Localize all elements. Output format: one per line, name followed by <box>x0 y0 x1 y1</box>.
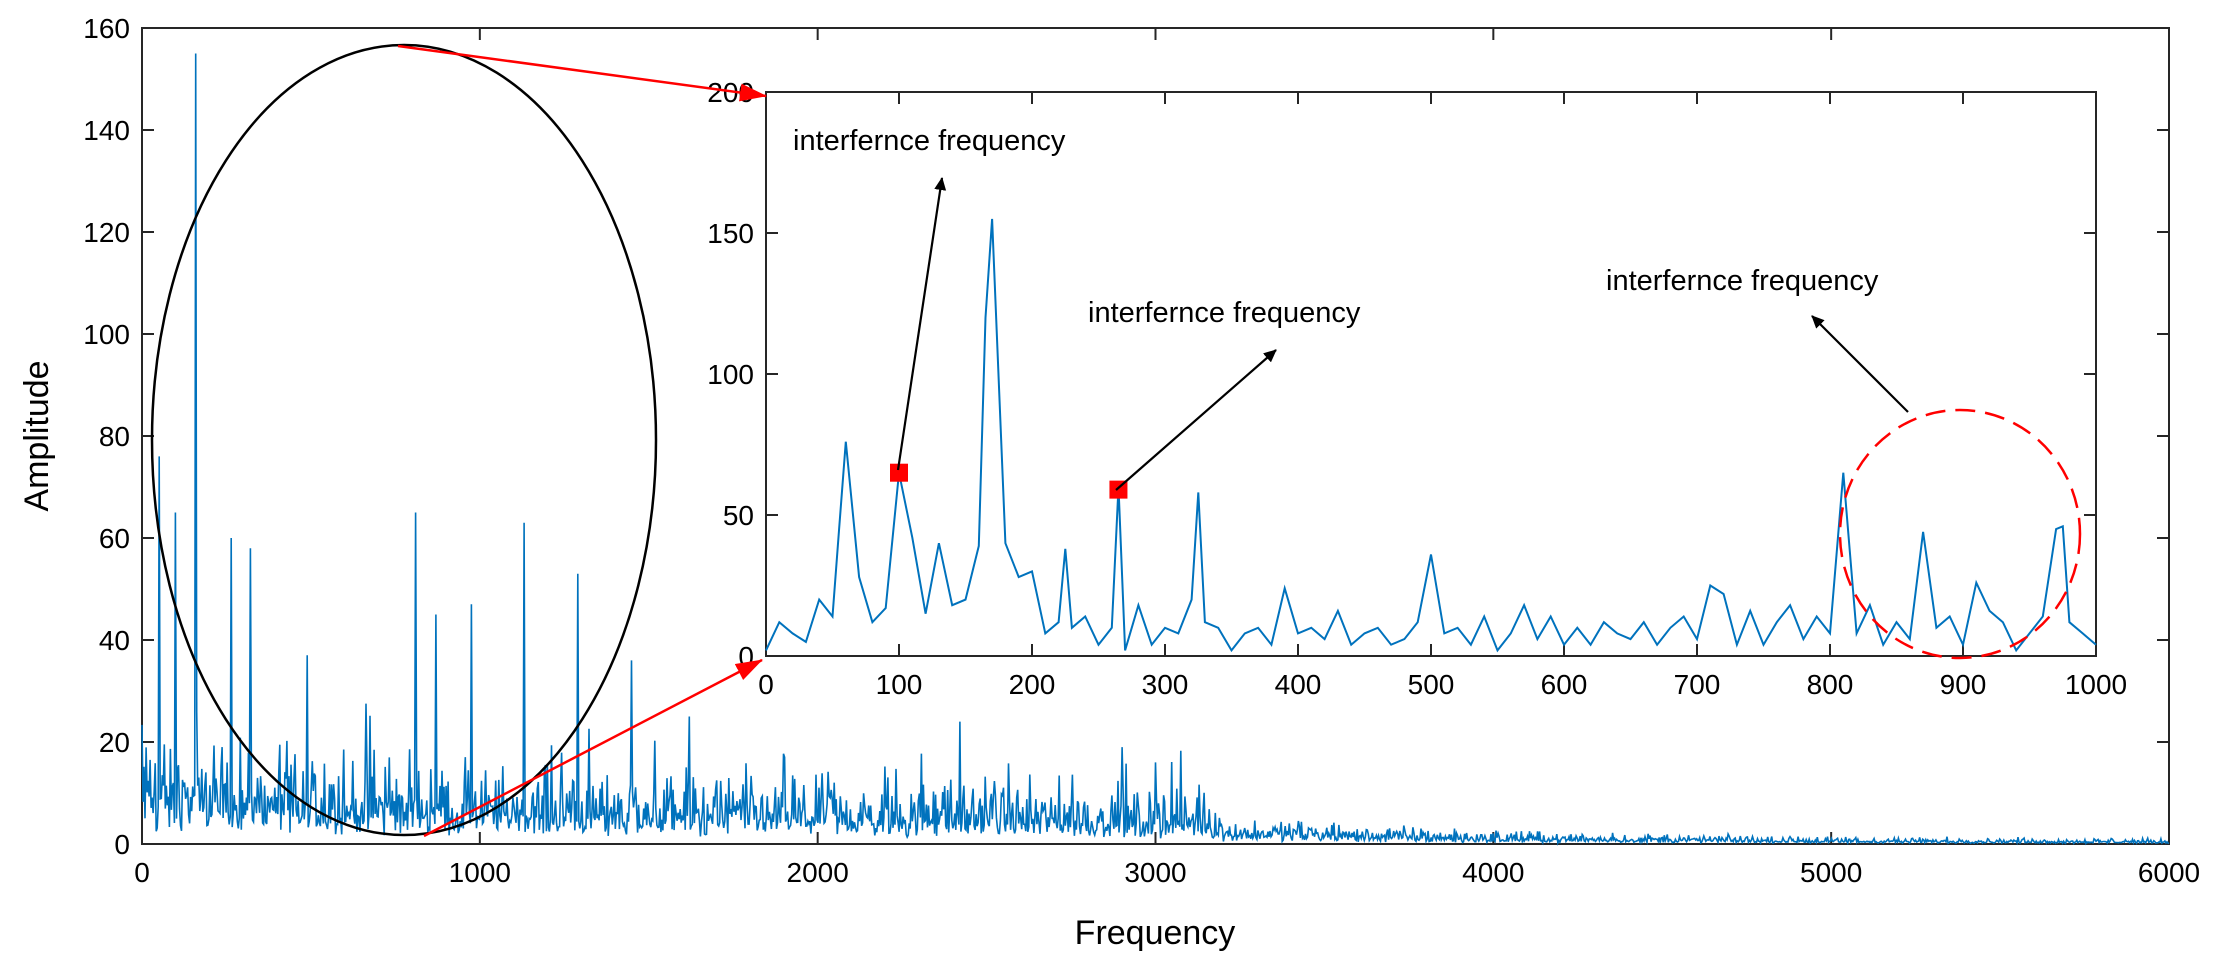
interference-region-dashed-circle <box>1838 408 2082 660</box>
annotation-1: interfernce frequency <box>793 125 1066 471</box>
main-y-tick-label: 40 <box>99 625 130 656</box>
inset-x-tick-label: 400 <box>1275 669 1322 700</box>
inset-x-tick-label: 700 <box>1674 669 1721 700</box>
annotation-3: interfernce frequency <box>1606 265 1909 413</box>
interference-marker-1 <box>890 463 908 482</box>
main-x-axis-label: Frequency <box>1075 914 1236 952</box>
inset-plot: 0 100 200 300 400 500 600 700 800 900 100005010015… <box>707 77 2127 700</box>
main-x-tick-label: 5000 <box>1800 857 1862 888</box>
inset-x-tick-label: 500 <box>1408 669 1455 700</box>
annotation-2: interfernce frequency <box>1088 297 1361 491</box>
main-y-tick-label: 140 <box>83 115 130 146</box>
main-ticks: 0 1000 2000 3000 4000 5000 6000020406080100120… <box>83 13 2200 888</box>
inset-x-tick-label: 300 <box>1142 669 1189 700</box>
annotation-2-text: interfernce frequency <box>1088 297 1361 329</box>
inset-x-tick-label: 900 <box>1940 669 1987 700</box>
inset-plot-frame <box>765 91 2097 657</box>
main-y-tick-label: 0 <box>114 829 130 860</box>
inset-y-tick-label: 100 <box>707 359 754 390</box>
inset-spectrum-line <box>765 218 2097 653</box>
annotation-3-text: interfernce frequency <box>1606 265 1879 297</box>
main-x-tick-label: 2000 <box>787 857 849 888</box>
inset-x-tick-label: 1000 <box>2065 669 2127 700</box>
inset-y-tick-label: 50 <box>723 500 754 531</box>
main-x-tick-label: 6000 <box>2138 857 2200 888</box>
main-y-tick-label: 80 <box>99 421 130 452</box>
inset-x-tick-label: 100 <box>876 669 923 700</box>
inset-ticks: 0 100 200 300 400 500 600 700 800 900 100005010015… <box>707 77 2127 700</box>
zoom-connector-top-arrow <box>397 44 767 102</box>
main-y-tick-label: 20 <box>99 727 130 758</box>
main-x-tick-label: 3000 <box>1124 857 1186 888</box>
inset-x-tick-label: 200 <box>1009 669 1056 700</box>
inset-x-tick-label: 0 <box>758 669 774 700</box>
annotation-3-arrow <box>1811 315 1909 413</box>
annotation-2-arrow <box>1115 349 1277 491</box>
main-y-axis-label: Amplitude <box>18 360 56 511</box>
inset-x-tick-label: 600 <box>1541 669 1588 700</box>
main-x-tick-label: 4000 <box>1462 857 1524 888</box>
annotation-1-text: interfernce frequency <box>793 125 1066 157</box>
inset-x-tick-label: 800 <box>1807 669 1854 700</box>
main-y-tick-label: 160 <box>83 13 130 44</box>
zoom-connector-bottom-arrow <box>423 658 763 838</box>
main-y-tick-label: 100 <box>83 319 130 350</box>
main-x-tick-label: 0 <box>134 857 150 888</box>
inset-series <box>765 218 2097 653</box>
inset-y-tick-label: 150 <box>707 218 754 249</box>
main-x-tick-label: 1000 <box>449 857 511 888</box>
zoom-region-ellipse <box>150 43 658 837</box>
annotation-1-arrow <box>896 177 947 471</box>
main-y-tick-label: 120 <box>83 217 130 248</box>
main-y-tick-label: 60 <box>99 523 130 554</box>
